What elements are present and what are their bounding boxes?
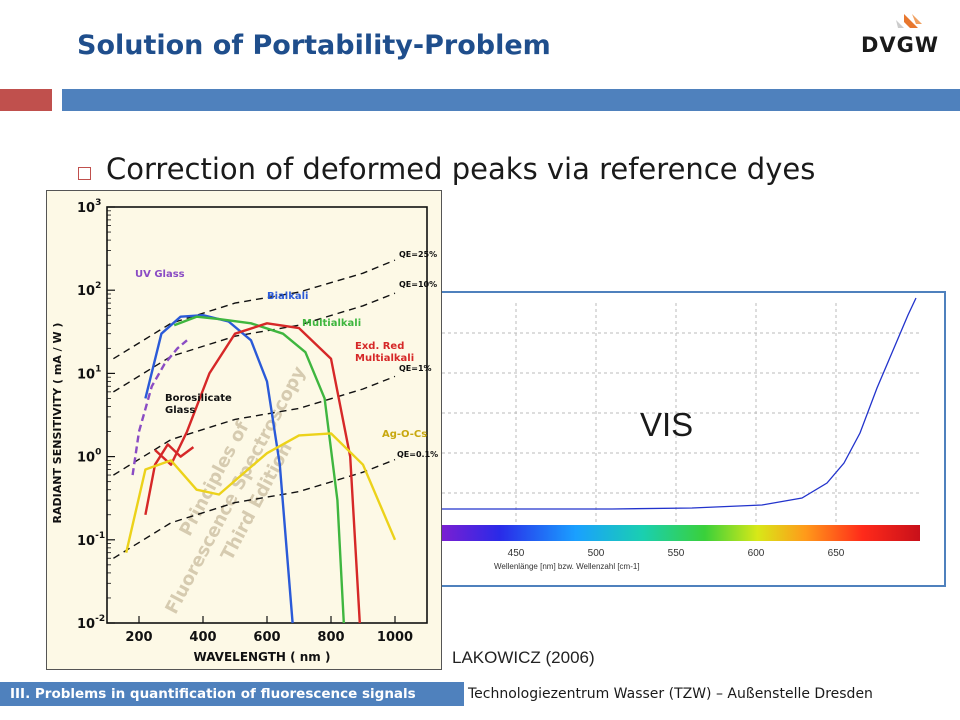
- x-tick-label: 600: [253, 630, 280, 645]
- x-tick-label: 200: [125, 630, 152, 645]
- pmt-sensitivity-figure: Principles of Fluorescence Spectroscopy Th…: [46, 190, 442, 670]
- curve-annotation: QE=25%: [399, 250, 437, 259]
- vis-grid: [442, 303, 920, 525]
- curve-annotation: Ag-O-Cs: [382, 429, 427, 440]
- curve-annotation: Glass: [165, 405, 195, 416]
- vis-spectrum-chart: VIS 450 500 550 600 650 Wellenlänge [nm] bzw…: [442, 297, 920, 571]
- curve-annotation: QE=1%: [399, 364, 432, 373]
- y-tick-label: 100: [77, 448, 101, 466]
- curve-annotation: Exd. Red: [355, 341, 404, 352]
- curve-annotation: QE=10%: [399, 280, 437, 289]
- bullet-text: Correction of deformed peaks via referen…: [106, 152, 816, 186]
- curve-annotation: Multialkali: [302, 318, 361, 329]
- sensitivity-curve: [154, 322, 361, 624]
- absorbance-curve: [442, 297, 917, 510]
- y-tick-label: 101: [77, 364, 101, 382]
- vis-x-ticks: 450 500 550 600 650: [508, 548, 845, 559]
- x-axis-label: WAVELENGTH ( nm ): [194, 650, 331, 664]
- qe-line: [113, 292, 396, 393]
- x-tick-label: 400: [189, 630, 216, 645]
- curve-annotation: Multialkali: [355, 353, 414, 364]
- citation: LAKOWICZ (2006): [452, 648, 595, 667]
- y-tick-label: 10-2: [77, 614, 105, 632]
- vis-x-axis-label: Wellenlänge [nm] bzw. Wellenzahl [cm-1]: [494, 562, 640, 571]
- footer-section-title: III. Problems in quantification of fluor…: [0, 682, 464, 706]
- vis-x-tick-label: 600: [748, 548, 765, 559]
- y-tick-exponent: -1: [95, 531, 105, 541]
- y-tick-exponent: -2: [95, 614, 105, 624]
- y-tick-label: 103: [77, 198, 101, 216]
- x-tick-label: 800: [317, 630, 344, 645]
- curve-annotation: UV Glass: [135, 269, 185, 280]
- y-tick-exponent: 2: [95, 281, 101, 291]
- vis-x-tick-label: 550: [668, 548, 685, 559]
- accent-bar-blue: [62, 89, 960, 111]
- footer-institution: Technologiezentrum Wasser (TZW) – Außens…: [468, 686, 873, 702]
- y-axis-label: RADIANT SENSITIVITY ( mA / W ): [51, 323, 64, 524]
- vis-x-tick-label: 450: [508, 548, 525, 559]
- y-tick-exponent: 1: [95, 364, 101, 374]
- vis-x-tick-label: 650: [828, 548, 845, 559]
- sensitivity-curves: [125, 314, 397, 624]
- x-tick-label: 1000: [377, 630, 413, 645]
- curve-annotation: QE=0.1%: [397, 450, 438, 459]
- accent-bar-red: [0, 89, 52, 111]
- y-tick-exponent: 3: [95, 198, 101, 208]
- sensitivity-curve: [125, 432, 397, 553]
- vis-x-tick-label: 500: [588, 548, 605, 559]
- vis-label: VIS: [640, 406, 693, 443]
- curve-annotation: Bialkali: [267, 291, 308, 302]
- curve-annotation: Borosilicate: [165, 393, 232, 404]
- logo-text: DVGW: [860, 33, 940, 57]
- vis-spectrum-panel: VIS 450 500 550 600 650 Wellenlänge [nm] bzw…: [430, 291, 946, 587]
- y-tick-label: 10-1: [77, 531, 105, 549]
- y-tick-exponent: 0: [95, 448, 101, 458]
- sensitivity-curve: [131, 339, 188, 476]
- slide-title: Solution of Portability-Problem: [77, 30, 551, 61]
- dvgw-logo: [896, 14, 922, 28]
- color-spectrum-bar: [442, 525, 920, 541]
- bullet-marker: [78, 167, 91, 180]
- sensitivity-curve: [173, 315, 345, 624]
- sensitivity-curve: [144, 443, 195, 516]
- chart-axes: [106, 206, 428, 624]
- y-tick-label: 102: [77, 281, 101, 299]
